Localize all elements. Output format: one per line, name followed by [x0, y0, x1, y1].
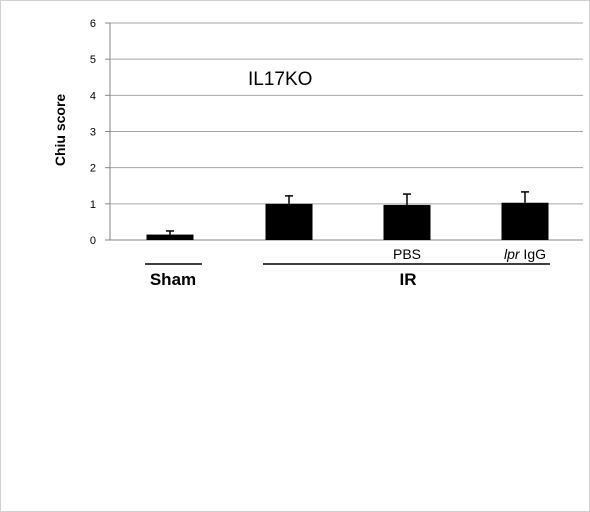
bar-sub-labels: PBS lpr IgG: [393, 246, 546, 262]
bar-sub-label: lpr IgG: [504, 246, 546, 262]
bars: [146, 202, 549, 240]
gridlines: [110, 22, 583, 205]
y-tick-label: 2: [90, 163, 96, 175]
y-tick-label: 4: [90, 90, 96, 102]
chart-title: IL17KO: [248, 69, 312, 90]
y-tick-label: 3: [90, 127, 96, 139]
y-tick-label: 6: [90, 18, 96, 30]
bar-sub-label: PBS: [393, 246, 421, 262]
y-tick-label: 5: [90, 54, 96, 66]
group-label: IR: [400, 270, 417, 289]
bar: [383, 204, 431, 240]
group-label: Sham: [150, 270, 196, 289]
bar: [501, 202, 549, 240]
bar: [146, 234, 194, 240]
group-labels: Sham IR: [145, 263, 550, 289]
y-axis-label: Chiu score: [52, 94, 68, 167]
bar: [265, 203, 313, 240]
y-tick-label: 1: [90, 199, 96, 211]
error-bars: [166, 191, 529, 235]
y-tick-label: 0: [90, 235, 96, 247]
